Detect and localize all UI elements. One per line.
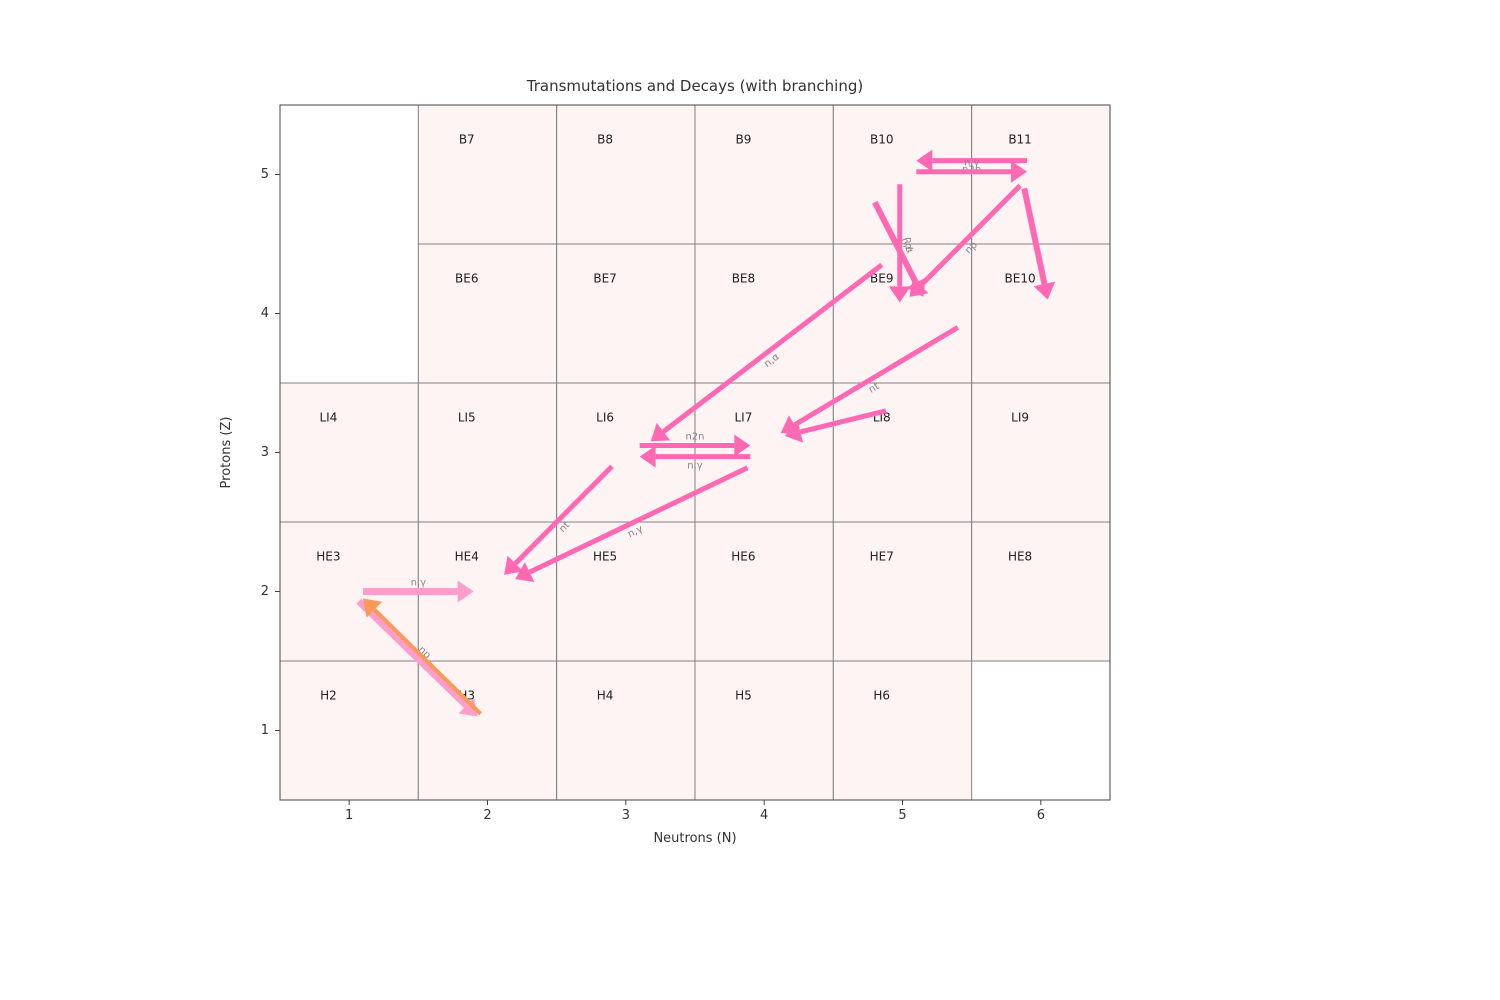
cells-layer: H2H3H4H5H6HE3HE4HE5HE6HE7HE8LI4LI5LI6LI7… <box>280 105 1110 800</box>
chart-title: Transmutations and Decays (with branchin… <box>526 77 863 95</box>
x-tick-label: 6 <box>1037 808 1045 823</box>
nuclide-cell <box>280 383 418 522</box>
y-tick-label: 1 <box>261 723 269 738</box>
x-axis-label: Neutrons (N) <box>653 831 736 846</box>
decay-arrow-label: n,γ <box>964 158 980 169</box>
nuclide-cell <box>972 522 1110 661</box>
nuclide-cell <box>557 105 695 244</box>
nuclide-label: HE6 <box>731 549 755 563</box>
nuclide-label: HE8 <box>1008 549 1032 563</box>
nuclide-cell <box>418 105 556 244</box>
nuclide-label: LI6 <box>596 410 614 424</box>
nuclide-cell <box>695 522 833 661</box>
nuclide-label: B10 <box>870 132 894 146</box>
nuclide-cell <box>557 244 695 383</box>
nuclide-label: LI4 <box>319 410 337 424</box>
nuclide-label: LI7 <box>734 410 752 424</box>
nuclide-label: B9 <box>735 132 751 146</box>
nuclide-chart: H2H3H4H5H6HE3HE4HE5HE6HE7HE8LI4LI5LI6LI7… <box>0 0 1500 1000</box>
y-tick-label: 2 <box>261 584 269 599</box>
nuclide-label: BE7 <box>593 271 616 285</box>
x-tick-label: 3 <box>622 808 630 823</box>
decay-arrow-label: n,γ <box>411 578 427 589</box>
nuclide-label: HE4 <box>455 549 479 563</box>
nuclide-cell <box>833 661 971 800</box>
nuclide-cell <box>557 522 695 661</box>
nuclide-cell <box>418 383 556 522</box>
decay-arrow-label: nd <box>903 237 914 250</box>
nuclide-label: HE7 <box>870 549 894 563</box>
nuclide-cell <box>557 661 695 800</box>
nuclide-cell <box>418 244 556 383</box>
nuclide-cell <box>695 383 833 522</box>
nuclide-cell <box>833 105 971 244</box>
chart-root: H2H3H4H5H6HE3HE4HE5HE6HE7HE8LI4LI5LI6LI7… <box>0 0 1500 1000</box>
y-axis-label: Protons (Z) <box>219 417 234 489</box>
decay-arrow-label: n2n <box>685 432 704 443</box>
nuclide-label: B8 <box>597 132 613 146</box>
nuclide-cell <box>833 383 971 522</box>
nuclide-label: HE3 <box>316 549 340 563</box>
y-tick-label: 3 <box>261 445 269 460</box>
x-tick-label: 1 <box>345 808 353 823</box>
nuclide-cell <box>833 522 971 661</box>
x-tick-label: 2 <box>483 808 491 823</box>
nuclide-label: LI5 <box>458 410 476 424</box>
nuclide-label: LI9 <box>1011 410 1029 424</box>
y-tick-label: 4 <box>261 306 269 321</box>
x-tick-label: 5 <box>898 808 906 823</box>
nuclide-label: H5 <box>735 688 752 702</box>
nuclide-cell <box>695 661 833 800</box>
x-tick-label: 4 <box>760 808 768 823</box>
nuclide-label: H6 <box>873 688 890 702</box>
nuclide-label: BE6 <box>455 271 478 285</box>
nuclide-cell <box>280 661 418 800</box>
decay-arrow-label: n,γ <box>687 461 703 472</box>
nuclide-label: HE5 <box>593 549 617 563</box>
nuclide-label: BE10 <box>1005 271 1036 285</box>
nuclide-label: H4 <box>597 688 614 702</box>
nuclide-label: H2 <box>320 688 337 702</box>
nuclide-cell <box>695 105 833 244</box>
nuclide-cell <box>972 105 1110 244</box>
nuclide-cell <box>972 383 1110 522</box>
nuclide-label: B7 <box>459 132 475 146</box>
nuclide-label: B11 <box>1008 132 1032 146</box>
nuclide-label: BE8 <box>732 271 755 285</box>
y-tick-label: 5 <box>261 167 269 182</box>
